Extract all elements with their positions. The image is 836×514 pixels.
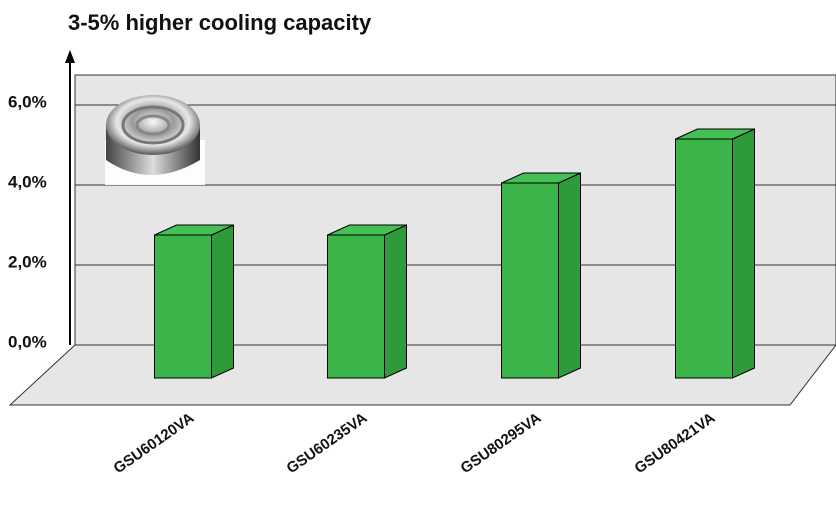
y-tick-label: 2,0%: [8, 252, 47, 271]
bar: [501, 172, 581, 379]
scroll-icon: [105, 95, 205, 185]
x-tick-label: GSU80295VA: [458, 409, 545, 477]
y-tick-label: 6,0%: [8, 92, 47, 111]
y-tick-label: 4,0%: [8, 172, 47, 191]
bar-side: [211, 224, 234, 379]
bar-side: [732, 128, 755, 379]
bar-side: [558, 172, 581, 379]
y-axis-arrow: [65, 50, 75, 63]
chart-title: 3-5% higher cooling capacity: [68, 10, 372, 35]
y-tick-label: 0,0%: [8, 332, 47, 351]
x-tick-label: GSU60235VA: [284, 409, 371, 477]
bar: [675, 128, 755, 379]
bar: [327, 224, 407, 379]
bar-front: [327, 234, 385, 379]
bar-front: [154, 234, 212, 379]
bar-front: [675, 138, 733, 379]
bar: [154, 224, 234, 379]
back-wall: [74, 74, 836, 346]
bar-side: [384, 224, 407, 379]
x-tick-label: GSU80421VA: [632, 409, 719, 477]
x-tick-label: GSU60120VA: [111, 409, 198, 477]
bar-front: [501, 182, 559, 379]
